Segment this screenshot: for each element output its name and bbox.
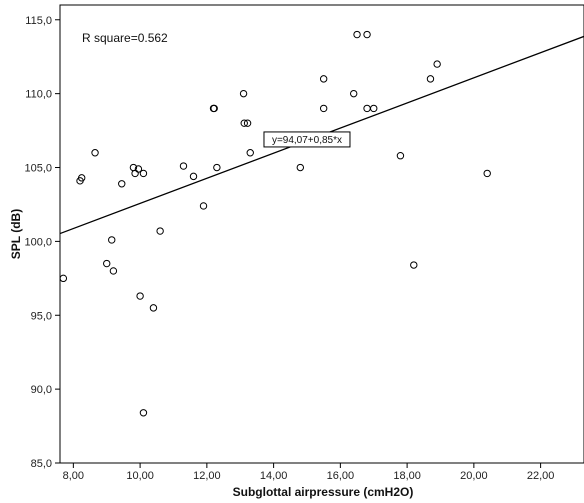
data-point (136, 292, 144, 300)
data-point (213, 163, 221, 172)
data-point (109, 267, 118, 275)
equation-label-box (263, 131, 351, 148)
data-point (139, 409, 148, 417)
data-point (410, 261, 418, 269)
data-point (426, 75, 435, 83)
data-point (483, 169, 491, 178)
regression-line-group: y=94,07+0,85*x (59, 35, 584, 235)
x-tick-label: 16,00 (327, 470, 355, 482)
data-point (353, 30, 361, 39)
data-point (240, 119, 248, 127)
data-point (156, 227, 164, 235)
x-tick-label: 18,00 (393, 470, 421, 482)
data-point (59, 274, 68, 283)
data-point (296, 163, 305, 172)
data-point (108, 236, 116, 244)
data-point (91, 149, 99, 157)
data-point (103, 259, 111, 268)
x-tick-label: 10,00 (126, 470, 154, 482)
y-axis-title: SPL (dB) (9, 209, 23, 259)
data-point (77, 174, 86, 182)
y-axis: 85,0 90,0 95,0 100,0 105,0 110,0 115,0 (24, 15, 60, 470)
data-points (59, 30, 491, 417)
plot-area (59, 4, 584, 464)
x-tick-label: 14,00 (260, 470, 288, 482)
equation-label: y=94,07+0,85*x (272, 135, 342, 146)
y-tick-label: 100,0 (24, 236, 52, 248)
data-point (179, 162, 188, 170)
data-point (433, 60, 441, 68)
x-tick-label: 12,00 (193, 470, 221, 482)
y-tick-label: 110,0 (25, 89, 52, 101)
x-tick-label: 22,00 (527, 470, 555, 482)
x-tick-label: 20,00 (460, 470, 488, 482)
data-point (370, 104, 378, 113)
data-point (139, 169, 148, 178)
data-point (396, 151, 405, 160)
x-tick-label: 8,00 (63, 470, 84, 482)
x-axis: 8,00 10,00 12,00 14,00 16,00 18,00 20,00 22,00 (63, 463, 555, 482)
data-point (189, 172, 198, 181)
y-tick-label: 95,0 (31, 310, 52, 322)
data-point (134, 165, 143, 173)
data-point (199, 202, 208, 210)
data-point (319, 104, 328, 113)
data-point (350, 89, 358, 98)
data-point (319, 75, 328, 83)
data-point (246, 149, 254, 157)
data-point (118, 180, 126, 188)
data-point (210, 104, 218, 113)
data-point (149, 304, 158, 312)
y-tick-label: 85,0 (31, 458, 52, 470)
data-point (239, 89, 248, 98)
x-axis-title: Subglottal airpressure (cmH2O) (233, 485, 414, 499)
data-point (363, 30, 371, 39)
y-tick-label: 115,0 (25, 15, 52, 27)
y-tick-label: 105,0 (24, 163, 52, 175)
y-tick-label: 90,0 (31, 384, 52, 396)
data-point (243, 119, 252, 127)
r-square-annotation: R square=0.562 (82, 31, 168, 45)
